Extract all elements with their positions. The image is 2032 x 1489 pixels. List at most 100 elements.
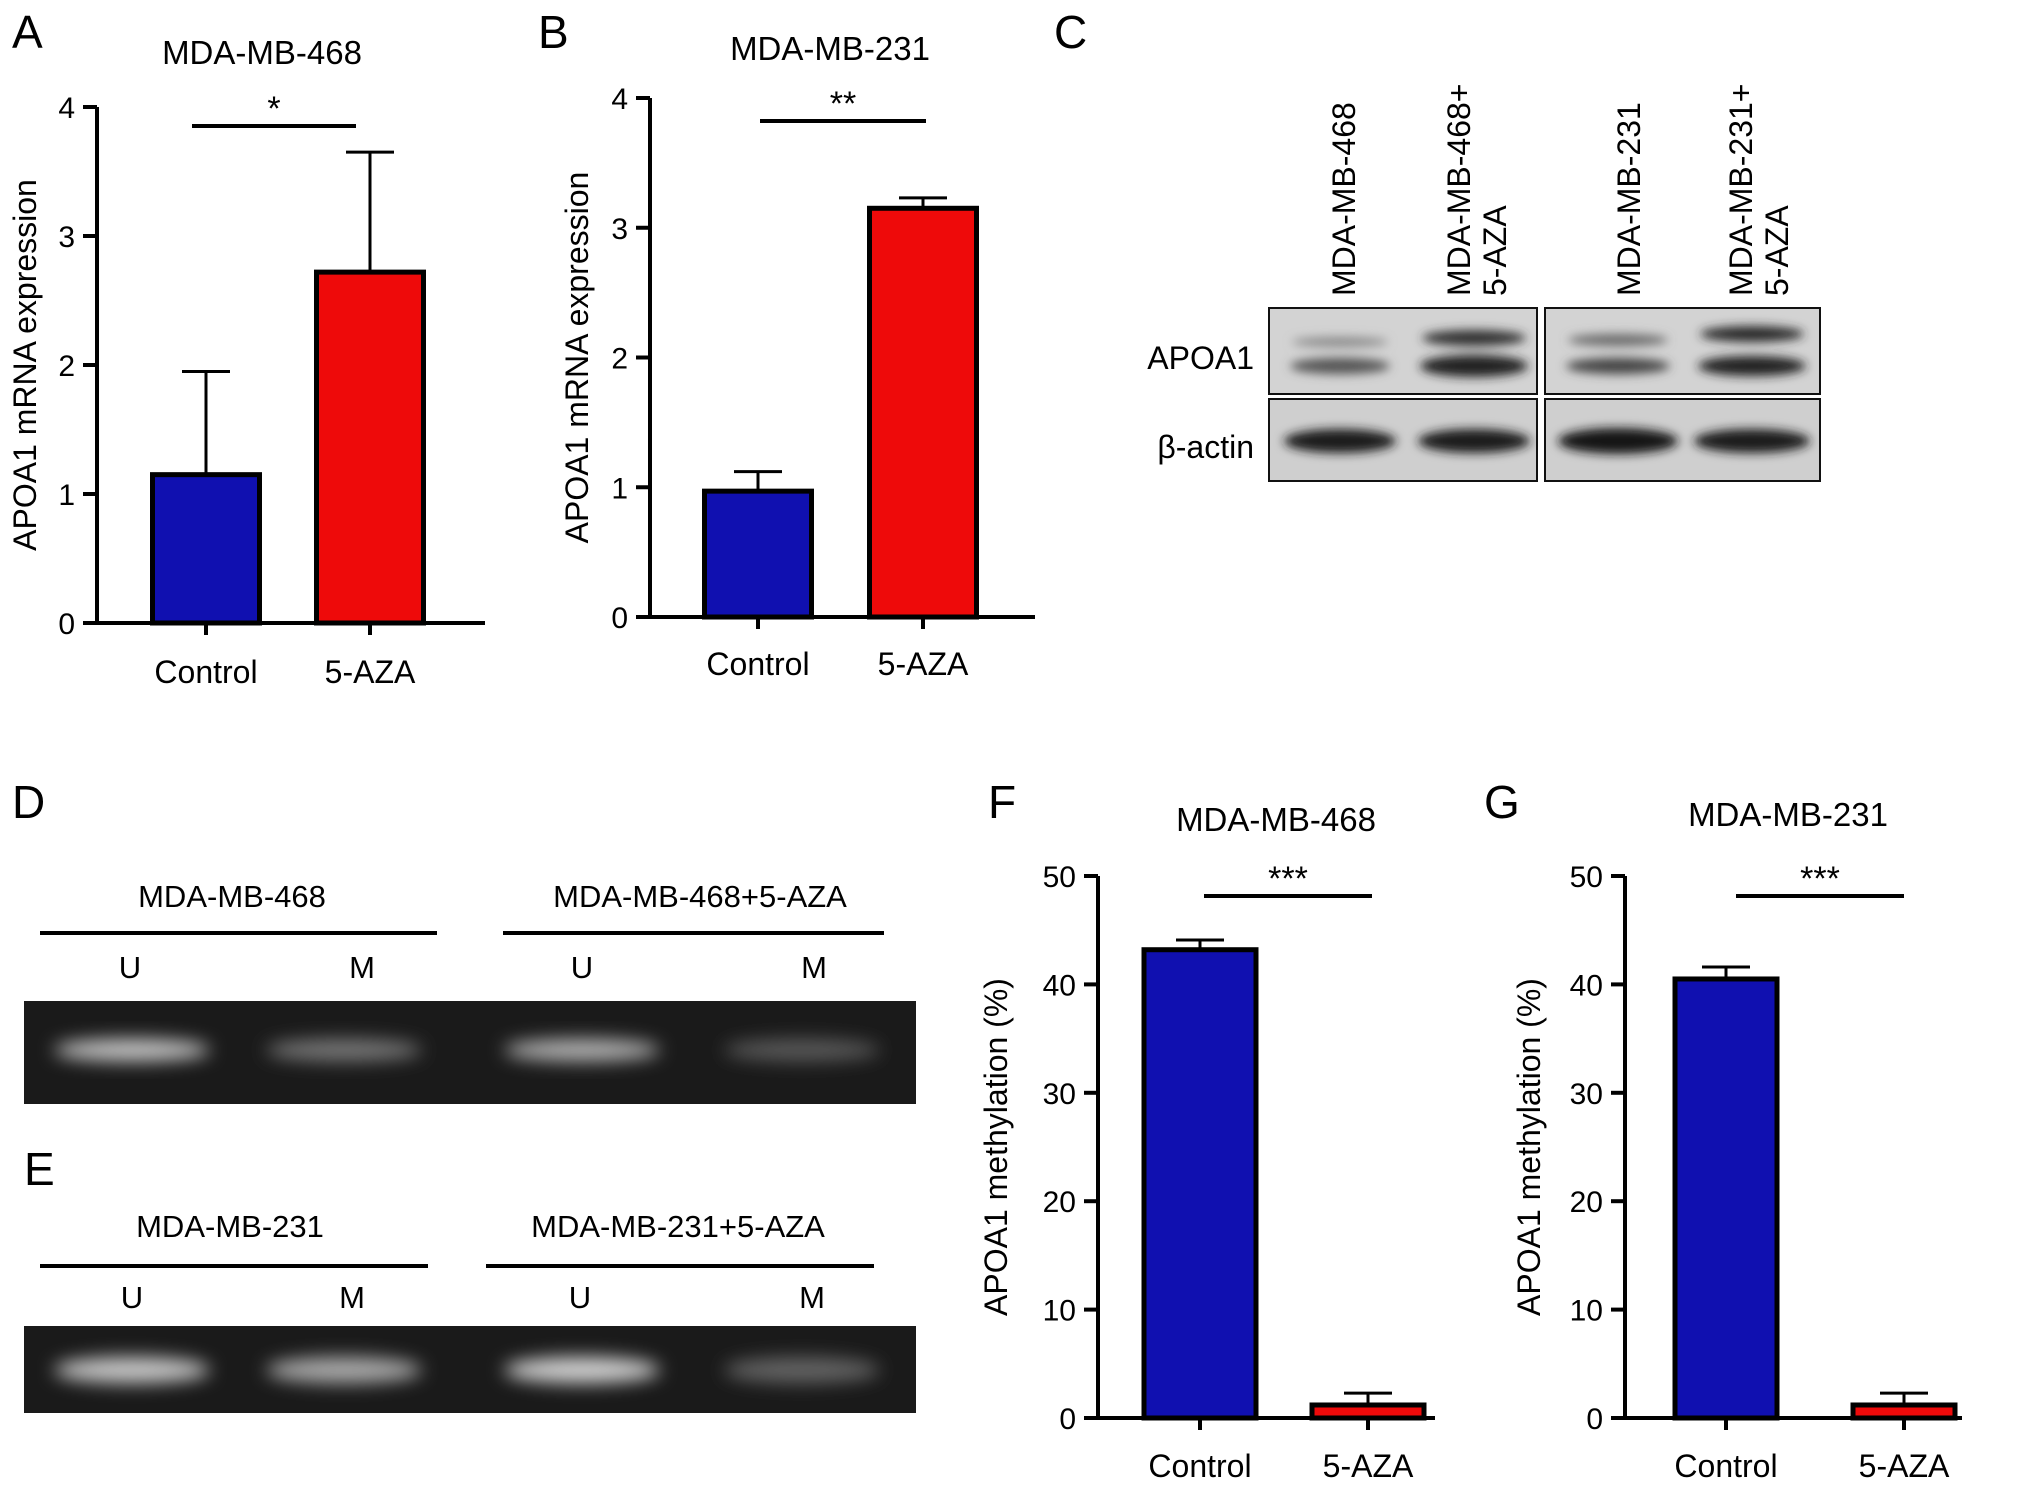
chart-g: MDA-MB-231 0 10 20 30 40 50 APOA1 methylation (…: [1511, 796, 1962, 1484]
wb-band: [1290, 358, 1390, 374]
wb-band: [1284, 429, 1396, 453]
wb-lane-label: MDA-MB-231: [1611, 102, 1647, 296]
panel-label-b: B: [538, 6, 569, 58]
gel-d-bands: [54, 1039, 880, 1061]
y-tick-label: 0: [1586, 1403, 1603, 1436]
wb-lane-label: MDA-MB-468: [1326, 102, 1362, 296]
gel-band: [54, 1039, 210, 1061]
wb-lane-label: MDA-MB-231+5-AZA: [1723, 84, 1795, 297]
y-tick-label: 10: [1043, 1295, 1076, 1328]
wb-row-label-apoa1: APOA1: [1147, 340, 1254, 376]
gel-d: MDA-MB-468 MDA-MB-468+5-AZA U M U M: [24, 879, 916, 1104]
wb-band: [1698, 356, 1806, 376]
chart-f: MDA-MB-468 0 10 20 30 40 50 APOA1 methylation (…: [978, 801, 1435, 1484]
wb-band: [1694, 429, 1810, 453]
gel-e-lane-label: U: [121, 1280, 143, 1315]
wb-bands-actin: [1284, 428, 1810, 454]
y-tick-label: 20: [1043, 1186, 1076, 1219]
gel-band: [266, 1039, 422, 1061]
x-tick-label: Control: [706, 646, 809, 682]
gel-e-lane-label: U: [569, 1280, 591, 1315]
y-axis-label: APOA1 mRNA expression: [559, 172, 595, 544]
gel-e-lane-label: M: [339, 1280, 365, 1315]
wb-band: [1420, 355, 1528, 377]
y-tick-label: 4: [611, 83, 628, 116]
y-tick-label: 0: [1059, 1403, 1076, 1436]
y-axis-label: APOA1 methylation (%): [978, 978, 1014, 1316]
y-tick-label: 30: [1043, 1078, 1076, 1111]
significance-stars: ***: [1800, 860, 1840, 898]
y-tick-label: 0: [611, 602, 628, 635]
y-tick-label: 40: [1570, 969, 1603, 1002]
bar: [150, 472, 262, 626]
panel-label-f: F: [988, 776, 1016, 828]
panel-label-d: D: [12, 776, 45, 828]
y-tick-label: 3: [58, 221, 75, 254]
x-tick-label: 5-AZA: [1323, 1448, 1414, 1484]
x-tick-label: Control: [1148, 1448, 1251, 1484]
gel-e: MDA-MB-231 MDA-MB-231+5-AZA U M U M: [24, 1209, 916, 1413]
y-axis-label: APOA1 methylation (%): [1511, 978, 1547, 1316]
gel-band: [504, 1039, 660, 1061]
bar: [1672, 976, 1780, 1421]
wb-band: [1558, 428, 1678, 454]
y-tick-label: 1: [611, 472, 628, 505]
y-tick-label: 1: [58, 479, 75, 512]
wb-band: [1422, 330, 1526, 346]
western-blot: MDA-MB-468 MDA-MB-468+5-AZA MDA-MB-231 M…: [1147, 84, 1821, 482]
chart-title: MDA-MB-468: [162, 34, 362, 71]
chart-title: MDA-MB-468: [1176, 801, 1376, 838]
gel-d-group-label: MDA-MB-468+5-AZA: [553, 879, 847, 914]
wb-band: [1700, 326, 1804, 342]
bar: [1309, 1402, 1427, 1421]
gel-band: [504, 1357, 660, 1383]
gel-e-lane-label: M: [799, 1280, 825, 1315]
bar: [314, 269, 426, 626]
panel-label-c: C: [1054, 6, 1087, 58]
bar: [1850, 1402, 1958, 1421]
significance-stars: ***: [1268, 860, 1308, 898]
significance-stars: *: [267, 90, 280, 128]
y-axis-label: APOA1 mRNA expression: [7, 179, 43, 551]
wb-row-label-actin: β-actin: [1157, 429, 1254, 465]
bar: [867, 205, 979, 620]
wb-band: [1292, 337, 1388, 347]
gel-e-bands: [54, 1357, 880, 1383]
gel-band: [724, 1357, 880, 1383]
x-tick-label: 5-AZA: [878, 646, 969, 682]
gel-e-group-label: MDA-MB-231: [136, 1209, 324, 1244]
bar: [1141, 947, 1259, 1421]
gel-band: [266, 1357, 422, 1383]
gel-d-lane-label: U: [571, 950, 593, 985]
y-tick-label: 2: [611, 343, 628, 376]
y-tick-label: 50: [1570, 861, 1603, 894]
y-tick-label: 30: [1570, 1078, 1603, 1111]
gel-d-lane-label: M: [801, 950, 827, 985]
chart-title: MDA-MB-231: [1688, 796, 1888, 833]
wb-band: [1566, 358, 1670, 374]
bar: [702, 488, 814, 620]
x-tick-label: Control: [1674, 1448, 1777, 1484]
gel-d-lane-label: M: [349, 950, 375, 985]
y-tick-label: 0: [58, 608, 75, 641]
chart-title: MDA-MB-231: [730, 30, 930, 67]
wb-lane-label: MDA-MB-468+5-AZA: [1441, 84, 1513, 297]
y-tick-label: 50: [1043, 861, 1076, 894]
gel-band: [724, 1039, 880, 1061]
x-tick-label: 5-AZA: [325, 654, 416, 690]
x-tick-label: 5-AZA: [1859, 1448, 1950, 1484]
panel-label-g: G: [1484, 776, 1520, 828]
wb-box: [1544, 307, 1821, 395]
y-tick-label: 2: [58, 350, 75, 383]
wb-box: [1268, 307, 1538, 395]
y-tick-label: 40: [1043, 969, 1076, 1002]
significance-stars: **: [830, 85, 856, 123]
gel-e-group-label: MDA-MB-231+5-AZA: [531, 1209, 825, 1244]
chart-b: MDA-MB-231 0 1 2 3 4 APOA1 mRNA expression Cont…: [559, 30, 1035, 682]
panel-label-e: E: [24, 1143, 55, 1195]
chart-a: MDA-MB-468 0 1 2 3 4 APOA1 mRNA expression Cont…: [7, 34, 485, 690]
y-tick-label: 20: [1570, 1186, 1603, 1219]
gel-d-lane-label: U: [119, 950, 141, 985]
wb-band: [1418, 429, 1530, 453]
